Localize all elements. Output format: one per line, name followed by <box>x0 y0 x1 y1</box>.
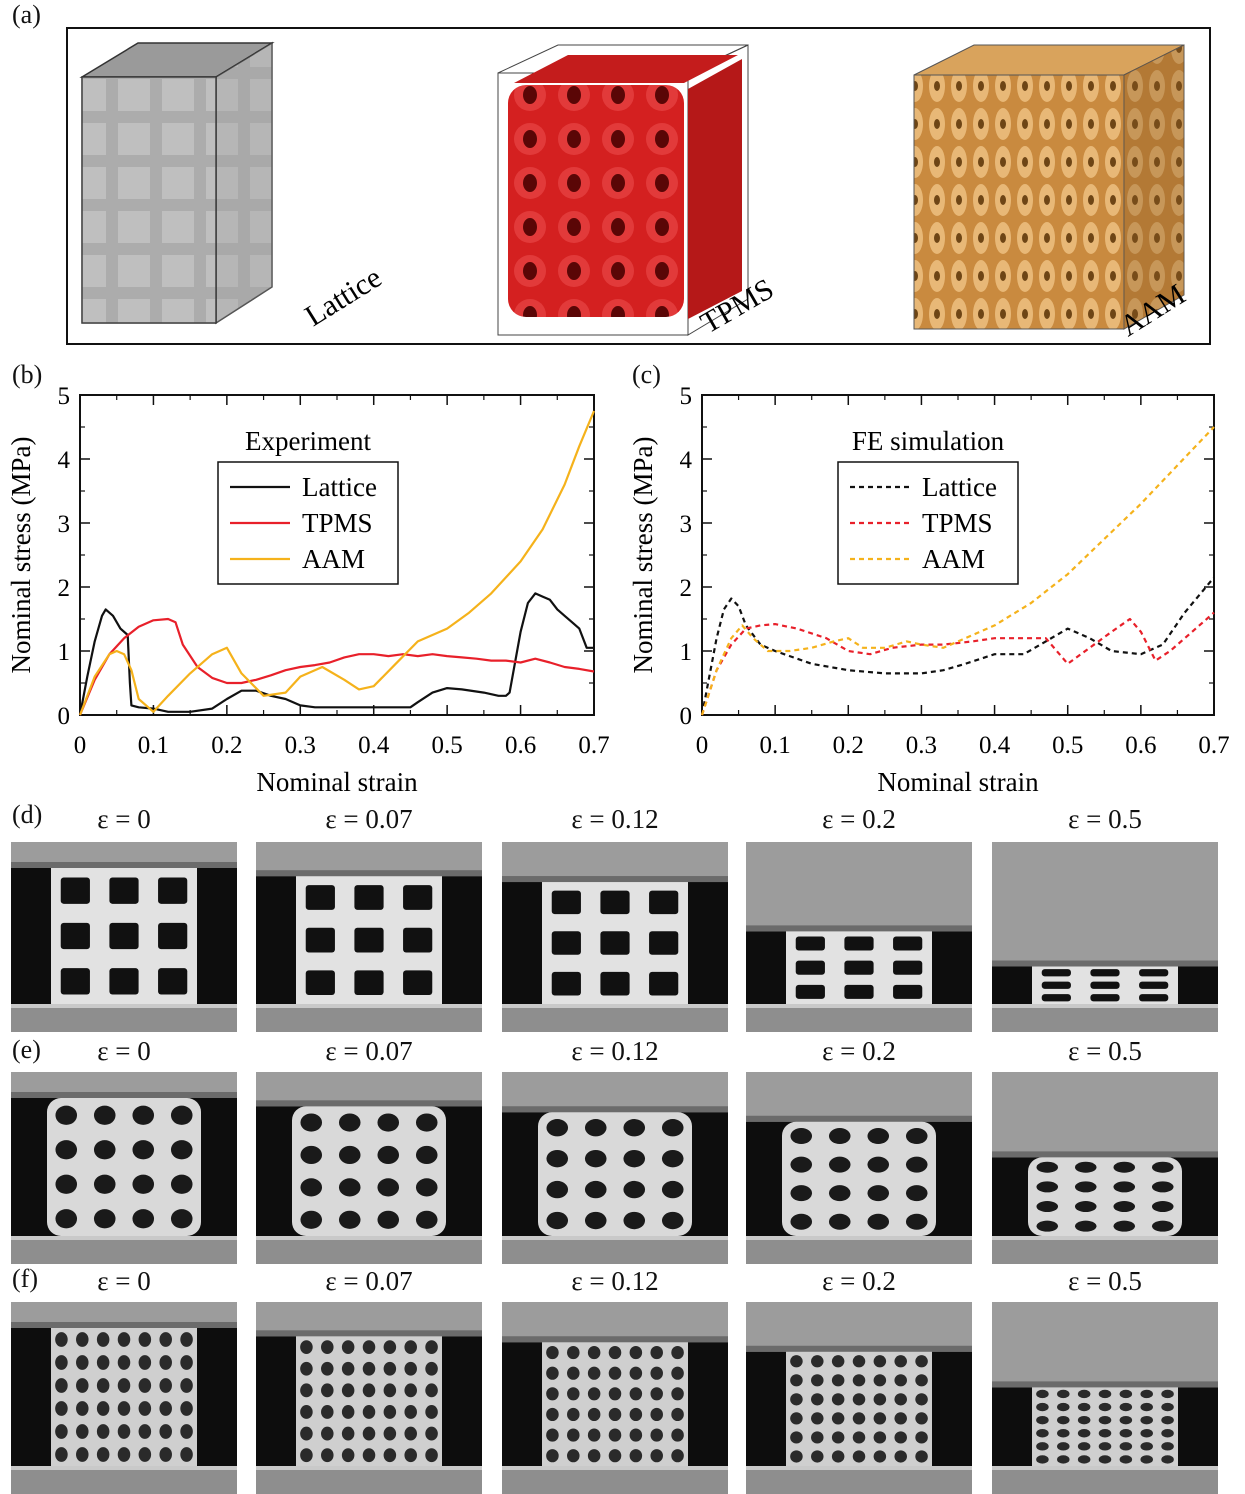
tpms-compression-photo <box>746 1072 972 1264</box>
lattice-compression-photo <box>11 842 237 1032</box>
lattice-compression-photo <box>992 842 1218 1032</box>
panel-label-b: (b) <box>12 360 43 389</box>
chartb-xtick-label: 0.6 <box>505 732 536 759</box>
aam-compression-photo <box>11 1302 237 1494</box>
tpms-strain-label: ε = 0.12 <box>571 1036 659 1066</box>
chartc-title: FE simulation <box>852 426 1005 456</box>
chartb-ytick-label: 0 <box>58 703 71 730</box>
chartc-ytick-label: 0 <box>680 703 693 730</box>
tpms-strain-label: ε = 0.07 <box>325 1036 413 1066</box>
chartb-xlabel: Nominal strain <box>256 767 418 797</box>
chartc-xtick-label: 0.2 <box>833 732 864 759</box>
chartc-ytick-label: 2 <box>680 575 693 602</box>
chartb-xtick-label: 0.2 <box>211 732 242 759</box>
model-renderings-frame: Lattice TPMS AAM <box>66 27 1211 345</box>
chartc-xtick-label: 0.4 <box>979 732 1011 759</box>
lattice-compression-photo <box>256 842 482 1032</box>
chartb-xtick-label: 0.1 <box>138 732 169 759</box>
chartc-xtick-label: 0.6 <box>1125 732 1156 759</box>
chartb-ytick-label: 4 <box>58 447 71 474</box>
chartc-xtick-label: 0.7 <box>1198 732 1229 759</box>
chartb-xtick-label: 0.4 <box>358 732 390 759</box>
chartc-xtick-label: 0.5 <box>1052 732 1083 759</box>
chartb-ytick-label: 1 <box>58 639 71 666</box>
fe-simulation-chart: 0 0.1 0.2 0.3 0.4 0.5 0.6 0.7 0 1 2 3 4 5 Nominal stra… <box>628 383 1230 797</box>
chartc-xtick-label: 0 <box>696 732 709 759</box>
lattice-compression-photo <box>746 842 972 1032</box>
tpms-strain-label: ε = 0.2 <box>822 1036 896 1066</box>
lattice-strain-label: ε = 0.5 <box>1068 804 1142 834</box>
chartc-ytick-label: 1 <box>680 639 693 666</box>
chartc-ylabel: Nominal stress (MPa) <box>628 437 658 674</box>
experiment-chart: 0 0.1 0.2 0.3 0.4 0.5 0.6 0.7 0 1 2 3 4 5 Nominal stra… <box>6 383 610 797</box>
chartb-legend-label-lattice: Lattice <box>302 472 377 502</box>
chartb-xtick-label: 0.7 <box>578 732 609 759</box>
chartb-title: Experiment <box>245 426 371 456</box>
aam-strain-label: ε = 0 <box>97 1266 151 1296</box>
chartc-legend-label-tpms: TPMS <box>922 508 993 538</box>
tpms-strain-label: ε = 0.5 <box>1068 1036 1142 1066</box>
chartc-legend-label-lattice: Lattice <box>922 472 997 502</box>
lattice-strain-label: ε = 0.12 <box>571 804 659 834</box>
chartb-series-lattice <box>78 592 594 716</box>
chartc-legend-label-aam: AAM <box>922 544 985 574</box>
lattice-strain-label: ε = 0.07 <box>325 804 413 834</box>
chartb-xtick-label: 0.5 <box>432 732 463 759</box>
tpms-model-image: TPMS <box>497 44 779 340</box>
chartc-ytick-label: 5 <box>680 383 693 410</box>
chartb-xtick-label: 0 <box>74 732 87 759</box>
lattice-compression-photo <box>502 842 728 1032</box>
lattice-strain-label: ε = 0 <box>97 804 151 834</box>
aam-strain-label: ε = 0.07 <box>325 1266 413 1296</box>
tpms-compression-photo <box>502 1072 728 1264</box>
chartb-ytick-label: 5 <box>58 383 71 410</box>
aam-compression-photo <box>992 1302 1218 1494</box>
chartb-ytick-label: 3 <box>58 511 71 538</box>
panel-label-f: (f) <box>12 1264 38 1293</box>
chartc-ytick-label: 3 <box>680 511 693 538</box>
aam-strain-label: ε = 0.5 <box>1068 1266 1142 1296</box>
chartc-ytick-label: 4 <box>680 447 693 474</box>
panel-label-c: (c) <box>632 360 661 389</box>
chartb-series-tpms <box>78 617 595 716</box>
aam-compression-photo <box>502 1302 728 1494</box>
chartc-series-aam <box>700 426 1215 716</box>
chartb-legend-label-tpms: TPMS <box>302 508 373 538</box>
tpms-strain-label: ε = 0 <box>97 1036 151 1066</box>
aam-compression-photo <box>256 1302 482 1494</box>
lattice-model-image: Lattice <box>79 41 387 333</box>
panel-label-a: (a) <box>12 0 41 29</box>
panel-label-e: (e) <box>12 1035 41 1064</box>
chartb-ylabel: Nominal stress (MPa) <box>6 437 36 674</box>
panel-label-d: (d) <box>12 800 43 829</box>
aam-model-image: AAM <box>913 44 1191 343</box>
tpms-compression-photo <box>11 1072 237 1264</box>
lattice-model-label: Lattice <box>299 261 387 333</box>
chartb-ytick-label: 2 <box>58 575 71 602</box>
aam-strain-label: ε = 0.2 <box>822 1266 896 1296</box>
tpms-compression-photo <box>256 1072 482 1264</box>
model-renderings: Lattice TPMS AAM <box>79 41 1191 343</box>
chartc-series-tpms <box>700 611 1215 716</box>
chartb-legend-label-aam: AAM <box>302 544 365 574</box>
chartc-series-lattice <box>700 576 1215 716</box>
lattice-strain-label: ε = 0.2 <box>822 804 896 834</box>
aam-strain-label: ε = 0.12 <box>571 1266 659 1296</box>
chartc-xtick-label: 0.3 <box>906 732 937 759</box>
chartb-xtick-label: 0.3 <box>285 732 316 759</box>
chartc-xlabel: Nominal strain <box>877 767 1039 797</box>
aam-compression-photo <box>746 1302 972 1494</box>
tpms-compression-photo <box>992 1072 1218 1264</box>
chartc-xtick-label: 0.1 <box>760 732 791 759</box>
chartb-series-aam <box>78 410 596 716</box>
